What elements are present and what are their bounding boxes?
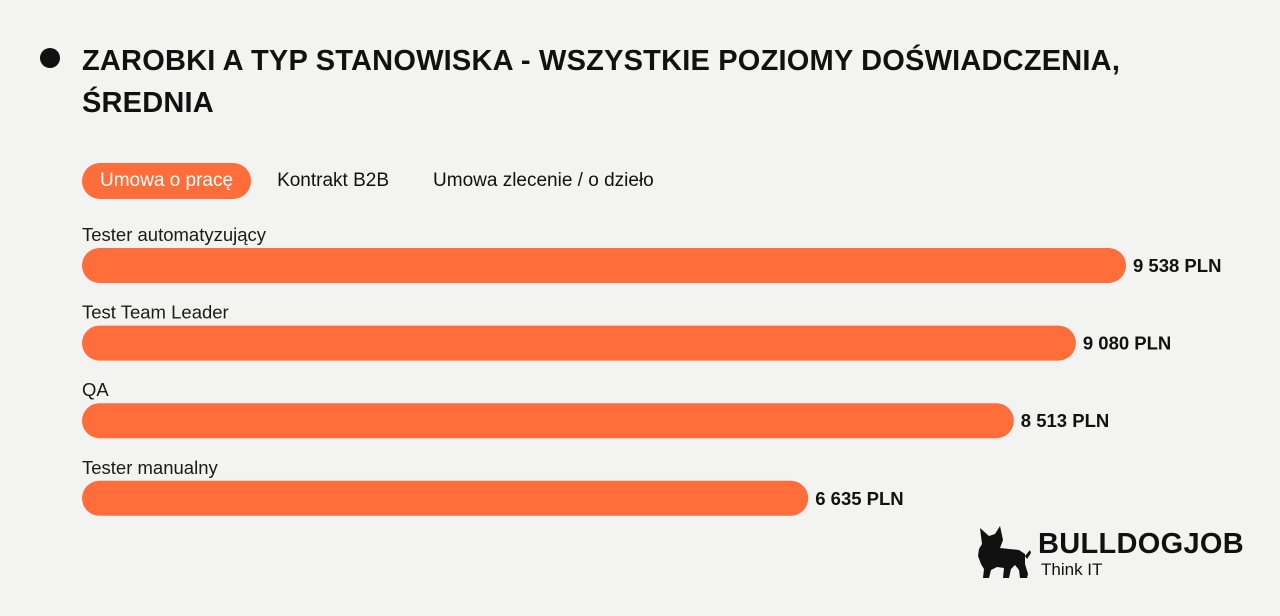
category-label: Tester manualny	[82, 457, 218, 478]
bar-value-label: 6 635 PLN	[815, 488, 903, 509]
category-label: QA	[82, 379, 109, 400]
title-bullet-icon	[40, 48, 60, 68]
bulldog-icon	[978, 526, 1031, 578]
salary-bar	[82, 480, 809, 516]
tab-umowa-o-prace[interactable]: Umowa o pracę	[82, 163, 252, 199]
bar-value-label: 9 080 PLN	[1083, 333, 1171, 354]
logo-name: BULLDOGJOB	[1038, 528, 1244, 560]
salary-bar	[82, 325, 1076, 361]
category-label: Tester automatyzujący	[82, 224, 267, 245]
tab-umowa-zlecenie[interactable]: Umowa zlecenie / o dzieło	[433, 170, 654, 191]
bar-value-label: 8 513 PLN	[1021, 410, 1109, 431]
contract-type-tabs: Umowa o pracę Kontrakt B2B Umowa zleceni…	[82, 163, 698, 199]
salary-bar	[82, 403, 1014, 439]
category-label: Test Team Leader	[82, 302, 229, 323]
bar-value-label: 9 538 PLN	[1133, 255, 1221, 276]
chart-title: ZAROBKI A TYP STANOWISKA - WSZYSTKIE POZ…	[82, 45, 1121, 119]
bulldogjob-logo: BULLDOGJOB Think IT	[975, 522, 1275, 586]
logo-tagline: Think IT	[1041, 560, 1103, 579]
salary-bar	[82, 248, 1126, 283]
tab-kontrakt-b2b[interactable]: Kontrakt B2B	[277, 170, 390, 191]
